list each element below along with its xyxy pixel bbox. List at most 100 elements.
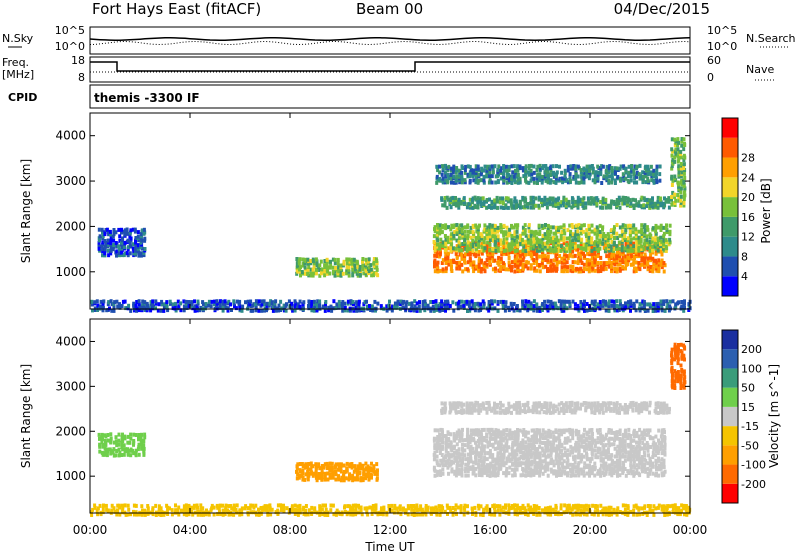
data-cell [657, 260, 661, 265]
cpid-strip: CPID themis -3300 IF [8, 84, 691, 109]
data-cell [626, 302, 630, 307]
data-cell [588, 252, 592, 257]
data-cell [577, 180, 581, 185]
data-cell [476, 229, 480, 234]
data-cell [494, 434, 498, 439]
data-cell [320, 466, 324, 471]
data-cell [634, 227, 638, 232]
data-cell [441, 430, 444, 435]
data-cell [342, 259, 346, 264]
data-cell [491, 430, 495, 435]
data-cell [624, 405, 628, 410]
data-cell [598, 428, 602, 432]
data-cell [626, 254, 630, 259]
data-cell [444, 453, 448, 458]
data-cell [626, 174, 630, 179]
data-cell [201, 300, 205, 305]
data-cell [538, 174, 542, 179]
data-cell [529, 238, 533, 243]
data-cell [655, 444, 658, 449]
data-cell [174, 301, 178, 306]
data-cell [637, 240, 641, 245]
data-cell [640, 460, 644, 465]
data-cell [325, 257, 329, 262]
data-cell [134, 244, 138, 249]
data-cell [440, 428, 444, 433]
data-cell [496, 455, 500, 460]
data-cell [449, 227, 453, 232]
data-cell [466, 452, 470, 457]
data-cell [568, 401, 572, 405]
data-cell [487, 300, 491, 304]
data-cell [656, 236, 660, 241]
data-cell [529, 252, 533, 257]
data-cell [656, 304, 660, 309]
data-cell [496, 300, 500, 304]
data-cell [673, 159, 677, 164]
data-cell [679, 149, 683, 154]
data-cell [640, 223, 644, 228]
data-cell [446, 172, 450, 177]
data-cell [460, 164, 464, 169]
data-cell [534, 244, 538, 249]
data-cell [98, 234, 102, 239]
data-cell [348, 308, 352, 313]
data-cell [535, 308, 539, 313]
data-cell [454, 246, 458, 251]
data-cell [304, 271, 307, 276]
data-cell [621, 254, 625, 259]
data-cell [568, 427, 572, 432]
data-cell [608, 264, 612, 269]
data-cell [535, 248, 539, 253]
data-cell [593, 299, 597, 304]
data-cell [593, 438, 597, 443]
data-cell [461, 459, 464, 464]
data-cell [576, 465, 580, 470]
data-cell [343, 308, 347, 313]
data-cell [483, 261, 487, 266]
data-cell [508, 227, 512, 232]
data-cell [637, 172, 641, 177]
data-cell [323, 477, 327, 482]
data-cell [367, 259, 371, 264]
data-cell [369, 267, 373, 272]
data-cell [621, 172, 625, 177]
data-cell [426, 303, 430, 308]
data-cell [549, 401, 553, 406]
data-cell [309, 267, 313, 272]
data-cell [474, 164, 478, 169]
data-cell [131, 246, 135, 251]
data-cell [648, 239, 652, 244]
data-cell [512, 176, 516, 181]
data-cell [438, 230, 442, 235]
data-cell [560, 269, 564, 274]
data-cell [651, 236, 655, 241]
data-cell [309, 259, 313, 263]
data-cell [642, 300, 646, 304]
data-cell [679, 162, 683, 166]
data-cell [546, 170, 550, 174]
data-cell [651, 269, 655, 274]
data-cell [643, 258, 646, 263]
data-cell [634, 254, 638, 259]
data-cell [635, 457, 639, 462]
data-cell [501, 408, 505, 413]
data-cell [263, 302, 267, 307]
data-cell [584, 205, 588, 210]
data-cell [508, 465, 512, 470]
data-cell [524, 252, 528, 257]
data-cell [576, 267, 580, 272]
data-cell [601, 443, 605, 448]
data-cell [554, 304, 558, 309]
data-cell [474, 254, 478, 259]
data-cell [469, 432, 473, 437]
data-cell [457, 299, 461, 304]
data-cell [604, 308, 608, 313]
data-cell [682, 197, 686, 202]
data-cell [179, 308, 183, 313]
data-cell [571, 264, 575, 269]
data-cell [459, 199, 463, 204]
data-cell [362, 302, 366, 307]
data-cell [527, 234, 531, 239]
data-cell [552, 231, 556, 236]
